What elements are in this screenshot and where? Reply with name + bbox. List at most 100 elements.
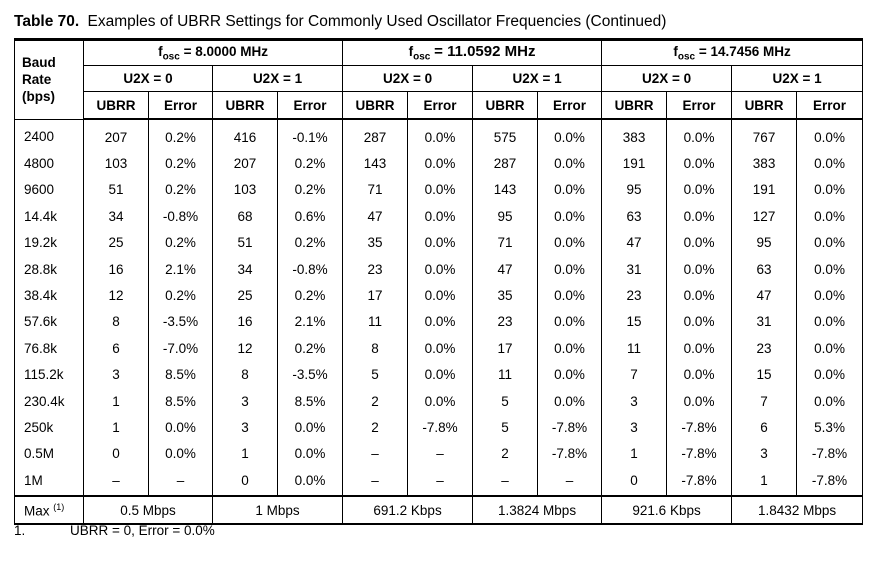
table-number: Table 70. <box>14 13 80 30</box>
error-cell: 0.0% <box>796 119 864 151</box>
ubrr-settings-table: Baud Rate (bps) fosc = 8.0000 MHz fosc =… <box>14 38 864 526</box>
error-cell: 0.0% <box>666 229 733 256</box>
error-cell: -7.8% <box>537 414 603 441</box>
error-cell: 8.5% <box>148 361 213 388</box>
error-column-header: Error <box>148 91 213 120</box>
max-label-cell: Max (1) <box>14 495 84 526</box>
u2x-header: U2X = 0 <box>601 65 733 92</box>
baud-rate-cell: 2400 <box>14 119 84 151</box>
footnote-number: 1. <box>14 523 26 538</box>
error-cell: 0.6% <box>276 203 344 230</box>
baud-rate-cell: 4800 <box>14 150 84 177</box>
error-cell: – <box>407 467 474 497</box>
error-cell: 0.0% <box>537 176 603 204</box>
error-cell: 0.2% <box>148 229 213 256</box>
ubrr-cell: 51 <box>212 229 278 256</box>
ubrr-cell: 25 <box>83 229 149 256</box>
error-cell: – <box>148 467 213 497</box>
error-cell: 0.0% <box>666 255 733 283</box>
error-cell: 0.0% <box>796 203 864 230</box>
ubrr-cell: 31 <box>731 308 798 336</box>
ubrr-cell: 47 <box>342 203 409 230</box>
error-column-header: Error <box>276 91 344 120</box>
ubrr-column-header: UBRR <box>601 91 668 120</box>
ubrr-cell: 25 <box>212 282 278 309</box>
error-cell: -3.5% <box>148 308 213 336</box>
error-cell: 0.0% <box>407 335 474 362</box>
ubrr-cell: – <box>472 467 539 497</box>
ubrr-cell: 767 <box>731 119 798 151</box>
error-cell: 0.0% <box>276 467 344 497</box>
ubrr-cell: 8 <box>212 361 278 388</box>
error-cell: -7.8% <box>666 467 733 497</box>
max-value-cell: 921.6 Kbps <box>601 495 733 526</box>
ubrr-cell: 68 <box>212 203 278 230</box>
error-cell: 0.0% <box>407 308 474 336</box>
error-cell: 0.2% <box>148 176 213 204</box>
fosc-header-11mhz: fosc = 11.0592 MHz <box>342 38 603 66</box>
table-row: 19.2k 25 0.2% 51 0.2% 35 0.0% 71 0.0% 47 0.0% 95 0.0… <box>14 229 864 256</box>
error-cell: 0.2% <box>148 119 213 151</box>
error-cell: 0.2% <box>276 176 344 204</box>
baud-rate-cell: 19.2k <box>14 229 84 256</box>
ubrr-cell: 23 <box>601 282 668 309</box>
ubrr-cell: 23 <box>731 335 798 362</box>
baud-label-line: Rate <box>22 72 52 88</box>
ubrr-cell: 5 <box>472 414 539 441</box>
max-label: Max <box>24 503 50 519</box>
error-cell: 0.0% <box>407 282 474 309</box>
ubrr-cell: 2 <box>342 387 409 415</box>
ubrr-cell: 0 <box>212 467 278 497</box>
ubrr-cell: 3 <box>83 361 149 388</box>
ubrr-cell: 127 <box>731 203 798 230</box>
error-cell: -7.8% <box>796 467 864 497</box>
error-cell: 0.0% <box>796 229 864 256</box>
error-cell: 0.0% <box>796 335 864 362</box>
error-cell: 0.2% <box>276 335 344 362</box>
fosc-subscript: osc <box>677 51 696 63</box>
ubrr-cell: 34 <box>212 255 278 283</box>
error-cell: 0.0% <box>537 335 603 362</box>
ubrr-cell: 12 <box>83 282 149 309</box>
error-cell: -0.1% <box>276 119 344 151</box>
ubrr-cell: 7 <box>601 361 668 388</box>
ubrr-cell: 11 <box>601 335 668 362</box>
table-row: 28.8k 16 2.1% 34 -0.8% 23 0.0% 47 0.0% 31 0.0% 63 0.… <box>14 255 864 283</box>
error-cell: 0.0% <box>407 119 474 151</box>
ubrr-cell: 23 <box>472 308 539 336</box>
fosc-subscript: osc <box>162 51 180 63</box>
table-caption: Table 70. Examples of UBRR Settings for … <box>14 13 666 31</box>
error-cell: 0.0% <box>407 255 474 283</box>
ubrr-cell: 5 <box>342 361 409 388</box>
fosc-symbol: f <box>158 43 163 59</box>
u2x-header: U2X = 0 <box>342 65 474 92</box>
ubrr-cell: 11 <box>472 361 539 388</box>
ubrr-cell: – <box>83 467 149 497</box>
ubrr-cell: 103 <box>212 176 278 204</box>
ubrr-cell: 207 <box>83 119 149 151</box>
error-cell: 5.3% <box>796 414 864 441</box>
u2x-header: U2X = 0 <box>83 65 213 92</box>
error-cell: 0.0% <box>537 150 603 177</box>
error-cell: 0.0% <box>276 414 344 441</box>
table-row: 9600 51 0.2% 103 0.2% 71 0.0% 143 0.0% 95 0.0% 191 0… <box>14 176 864 204</box>
ubrr-cell: 3 <box>212 387 278 415</box>
table-row: 76.8k 6 -7.0% 12 0.2% 8 0.0% 17 0.0% 11 0.0% 23 0.0% <box>14 335 864 362</box>
error-cell: 0.0% <box>666 203 733 230</box>
ubrr-cell: 15 <box>601 308 668 336</box>
ubrr-cell: 3 <box>601 414 668 441</box>
ubrr-cell: 5 <box>472 387 539 415</box>
ubrr-cell: 383 <box>601 119 668 151</box>
error-cell: -7.0% <box>148 335 213 362</box>
error-column-header: Error <box>407 91 474 120</box>
error-cell: 0.0% <box>796 308 864 336</box>
error-cell: 2.1% <box>148 255 213 283</box>
ubrr-cell: 63 <box>731 255 798 283</box>
fosc-value: = 11.0592 MHz <box>434 43 536 61</box>
baud-rate-cell: 1M <box>14 467 84 497</box>
table-row: 230.4k 1 8.5% 3 8.5% 2 0.0% 5 0.0% 3 0.0% 7 0.0% <box>14 387 864 415</box>
baud-rate-cell: 28.8k <box>14 255 84 283</box>
error-cell: 0.0% <box>537 308 603 336</box>
ubrr-cell: 51 <box>83 176 149 204</box>
ubrr-cell: 287 <box>472 150 539 177</box>
